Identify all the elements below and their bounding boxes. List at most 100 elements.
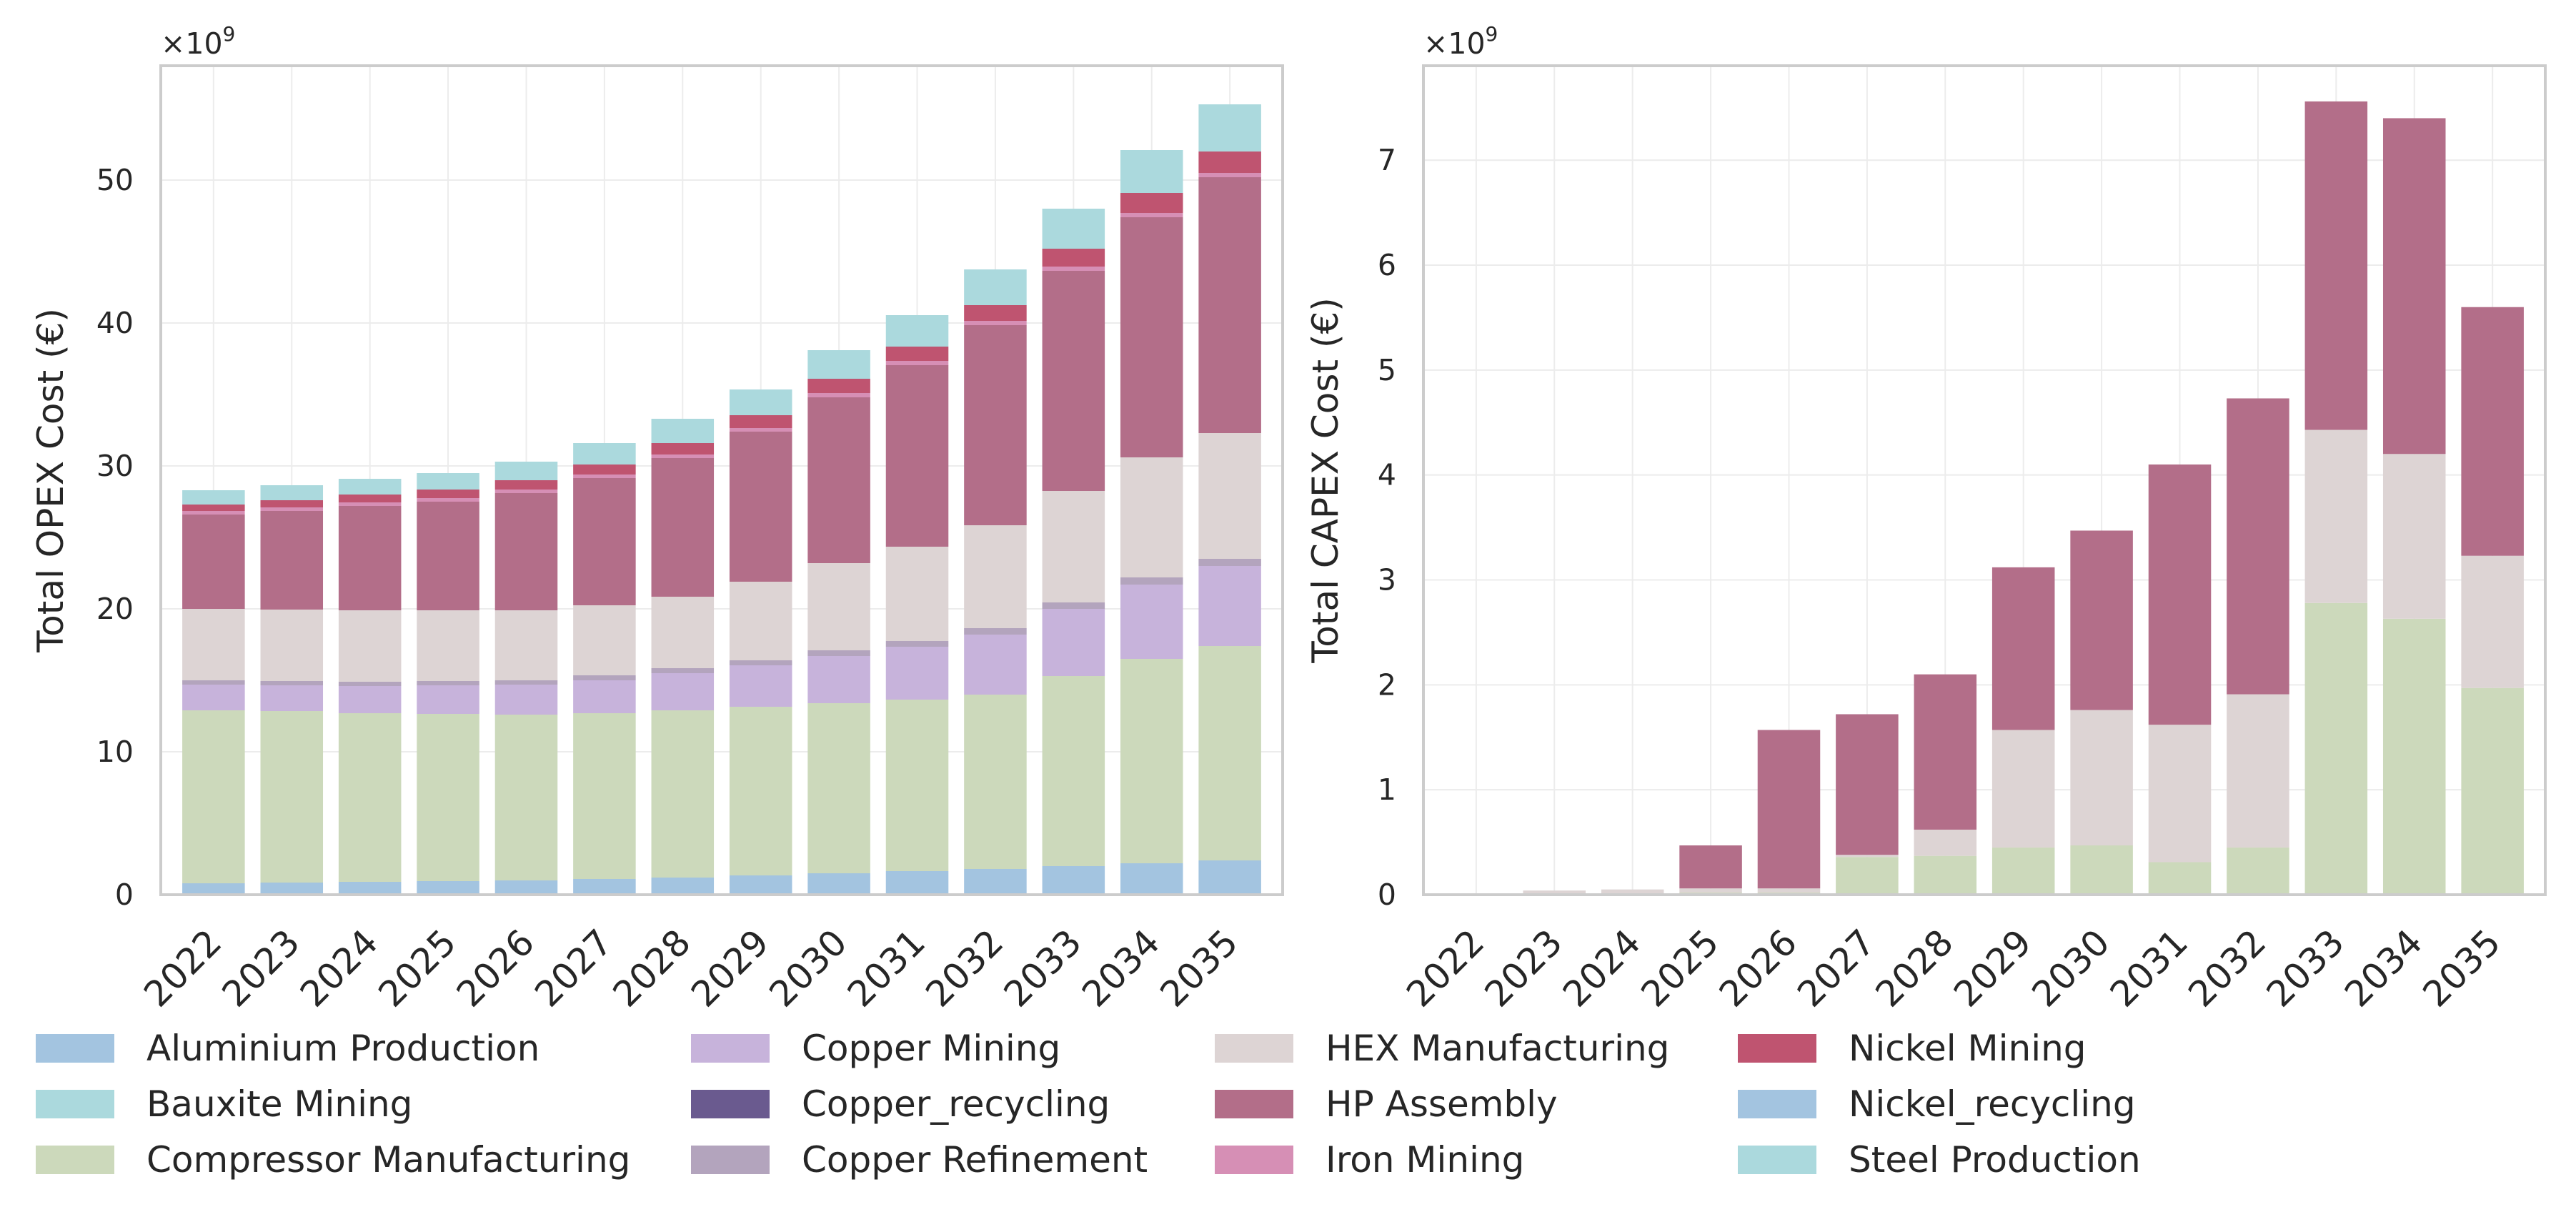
opex-bar-hex-manufacturing-2033: [1042, 491, 1105, 602]
opex-xtick-label: 2030: [762, 921, 855, 1015]
capex-xtick-label: 2034: [2337, 921, 2430, 1015]
capex-ytick-label: 6: [1378, 248, 1396, 282]
capex-bar-hex-manufacturing-2030: [2070, 710, 2133, 845]
opex-bar-nickel-mining-2030: [807, 379, 870, 393]
opex-bar-steel-production-2032: [964, 269, 1027, 305]
opex-bar-nickel-mining-2022: [182, 505, 245, 511]
opex-bar-aluminium-production-2030: [807, 873, 870, 895]
opex-bar-compressor-manufacturing-2022: [182, 710, 245, 883]
legend-label-bauxite-mining: Bauxite Mining: [146, 1083, 412, 1125]
capex-bar-compressor-manufacturing-2028: [1914, 855, 1977, 895]
capex-xtick-label: 2032: [2180, 921, 2274, 1015]
capex-bar-hp-assembly-2035: [2461, 307, 2524, 556]
opex-bar-nickel-mining-2033: [1042, 249, 1105, 267]
opex-bar-aluminium-production-2034: [1120, 863, 1183, 895]
opex-bar-aluminium-production-2029: [729, 875, 792, 895]
opex-bar-compressor-manufacturing-2031: [885, 700, 949, 871]
opex-bar-compressor-manufacturing-2035: [1198, 646, 1261, 860]
opex-bar-hex-manufacturing-2030: [807, 563, 870, 650]
legend-label-copper-recycling: Copper_recycling: [802, 1083, 1110, 1125]
opex-bar-compressor-manufacturing-2028: [651, 710, 715, 878]
capex-xtick-label: 2030: [2024, 921, 2118, 1015]
opex-bar-copper-refinement-2034: [1120, 577, 1183, 585]
opex-bar-iron-mining-2028: [651, 454, 715, 458]
capex-bar-compressor-manufacturing-2029: [1991, 847, 2055, 895]
opex-ytick-label: 20: [96, 592, 134, 626]
opex-ylabel: Total OPEX Cost (€): [30, 308, 71, 653]
capex-bar-hp-assembly-2027: [1836, 714, 1899, 855]
opex-bar-copper-refinement-2024: [338, 682, 402, 686]
opex-bar-aluminium-production-2027: [573, 879, 636, 895]
opex-ytick-label: 40: [96, 306, 134, 340]
capex-ytick-label: 3: [1378, 562, 1396, 597]
opex-bar-copper-refinement-2035: [1198, 559, 1261, 566]
opex-bar-compressor-manufacturing-2033: [1042, 676, 1105, 866]
opex-xtick-label: 2027: [527, 921, 620, 1015]
opex-bar-copper-mining-2025: [417, 685, 479, 714]
legend-swatch-compressor-manufacturing: [36, 1146, 114, 1174]
opex-bar-hp-assembly-2025: [417, 502, 479, 610]
opex-bar-hp-assembly-2026: [494, 493, 558, 610]
opex-xtick-label: 2029: [683, 921, 777, 1015]
capex-bar-hp-assembly-2033: [2304, 101, 2368, 430]
legend-swatch-hex-manufacturing: [1215, 1034, 1293, 1063]
opex-bar-steel-production-2034: [1120, 150, 1183, 193]
opex-bar-copper-mining-2022: [182, 685, 245, 710]
capex-bar-hex-manufacturing-2034: [2382, 454, 2446, 619]
opex-bar-aluminium-production-2025: [417, 881, 479, 895]
opex-bar-steel-production-2025: [417, 473, 479, 490]
capex-bar-hp-assembly-2031: [2148, 464, 2212, 725]
opex-bar-steel-production-2027: [573, 443, 636, 465]
opex-bar-copper-mining-2034: [1120, 585, 1183, 659]
capex-ytick-label: 2: [1378, 667, 1396, 702]
opex-bar-steel-production-2035: [1198, 104, 1261, 152]
opex-bar-hp-assembly-2029: [729, 432, 792, 582]
opex-xtick-label: 2022: [136, 921, 229, 1015]
opex-bar-steel-production-2029: [729, 389, 792, 415]
capex-bar-hp-assembly-2026: [1757, 730, 1821, 889]
opex-bar-hp-assembly-2035: [1198, 177, 1261, 433]
opex-bar-hp-assembly-2024: [338, 506, 402, 610]
opex-bar-copper-refinement-2027: [573, 675, 636, 680]
opex-bar-copper-refinement-2030: [807, 650, 870, 656]
opex-bar-hp-assembly-2030: [807, 397, 870, 563]
opex-bar-copper-mining-2032: [964, 635, 1027, 695]
capex-bar-compressor-manufacturing-2032: [2227, 847, 2289, 895]
opex-xtick-label: 2035: [1153, 921, 1246, 1015]
opex-bar-compressor-manufacturing-2027: [573, 713, 636, 879]
legend-swatch-copper-mining: [691, 1034, 770, 1063]
opex-bar-iron-mining-2027: [573, 475, 636, 478]
legend-label-copper-mining: Copper Mining: [802, 1028, 1060, 1069]
opex-xtick-label: 2026: [449, 921, 542, 1015]
opex-xtick-label: 2023: [214, 921, 308, 1015]
opex-bar-compressor-manufacturing-2030: [807, 703, 870, 873]
capex-bar-hp-assembly-2028: [1914, 674, 1977, 830]
opex-bar-aluminium-production-2035: [1198, 860, 1261, 895]
capex-xtick-label: 2026: [1711, 921, 1805, 1015]
opex-bar-hex-manufacturing-2031: [885, 547, 949, 641]
opex-bar-steel-production-2026: [494, 462, 558, 480]
opex-bar-aluminium-production-2024: [338, 882, 402, 895]
opex-bar-copper-refinement-2032: [964, 628, 1027, 635]
legend-label-nickel-recycling: Nickel_recycling: [1849, 1083, 2136, 1125]
capex-bar-hex-manufacturing-2025: [1679, 888, 1742, 893]
capex-xtick-label: 2029: [1946, 921, 2039, 1015]
opex-bar-copper-mining-2026: [494, 685, 558, 715]
opex-bar-hex-manufacturing-2034: [1120, 457, 1183, 577]
legend-label-aluminium-production: Aluminium Production: [146, 1028, 539, 1069]
opex-bar-compressor-manufacturing-2025: [417, 714, 479, 881]
capex-bar-hex-manufacturing-2031: [2148, 725, 2212, 863]
opex-bar-copper-mining-2031: [885, 647, 949, 700]
capex-xtick-label: 2035: [2415, 921, 2509, 1015]
opex-bar-iron-mining-2031: [885, 361, 949, 365]
opex-bar-steel-production-2023: [260, 485, 324, 500]
opex-chart: 0102030405020222023202420252026202720282…: [30, 22, 1284, 1015]
opex-bar-aluminium-production-2026: [494, 880, 558, 895]
opex-bar-hex-manufacturing-2022: [182, 609, 245, 680]
legend-label-hex-manufacturing: HEX Manufacturing: [1326, 1028, 1669, 1069]
opex-bar-copper-refinement-2026: [494, 680, 558, 685]
opex-bar-copper-mining-2029: [729, 665, 792, 707]
opex-bar-hex-manufacturing-2026: [494, 610, 558, 680]
opex-bar-compressor-manufacturing-2032: [964, 695, 1027, 869]
capex-xtick-label: 2022: [1398, 921, 1492, 1015]
